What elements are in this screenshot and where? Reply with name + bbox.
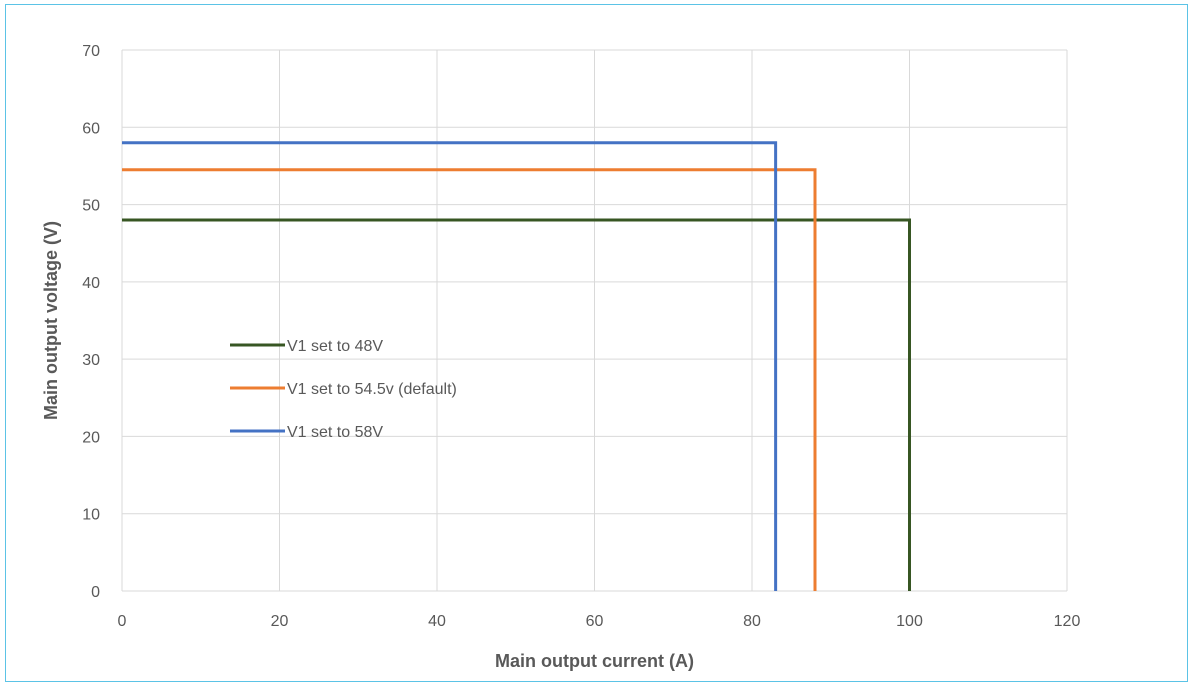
legend-label-1: V1 set to 48V (287, 338, 383, 355)
y-tick-label: 20 (82, 429, 100, 446)
series-lines (122, 141, 911, 591)
y-tick-label: 70 (82, 43, 100, 60)
series-line-2 (122, 168, 817, 591)
legend-label-2: V1 set to 54.5v (default) (287, 381, 457, 398)
gridlines (121, 49, 1068, 592)
y-axis-title: Main output voltage (V) (41, 221, 61, 420)
x-axis-title: Main output current (A) (495, 651, 694, 671)
chart-frame (5, 4, 1188, 682)
x-tick-label: 40 (428, 613, 446, 630)
x-tick-label: 120 (1054, 613, 1081, 630)
y-tick-label: 10 (82, 507, 100, 524)
tick-labels: 0 10 20 30 40 50 60 70 0 20 40 60 80 100 120 (82, 43, 1080, 630)
x-tick-label: 60 (586, 613, 604, 630)
y-tick-label: 30 (82, 352, 100, 369)
x-tick-label: 80 (743, 613, 761, 630)
x-tick-label: 0 (118, 613, 127, 630)
x-tick-label: 100 (896, 613, 923, 630)
y-tick-label: 50 (82, 198, 100, 215)
series-line-1 (122, 218, 911, 591)
series-line-3 (122, 141, 778, 591)
x-tick-label: 20 (271, 613, 289, 630)
y-tick-label: 60 (82, 120, 100, 137)
legend: V1 set to 48V V1 set to 54.5v (default) V1… (230, 338, 457, 441)
legend-label-3: V1 set to 58V (287, 424, 383, 441)
y-tick-label: 0 (91, 584, 100, 601)
y-tick-label: 40 (82, 275, 100, 292)
